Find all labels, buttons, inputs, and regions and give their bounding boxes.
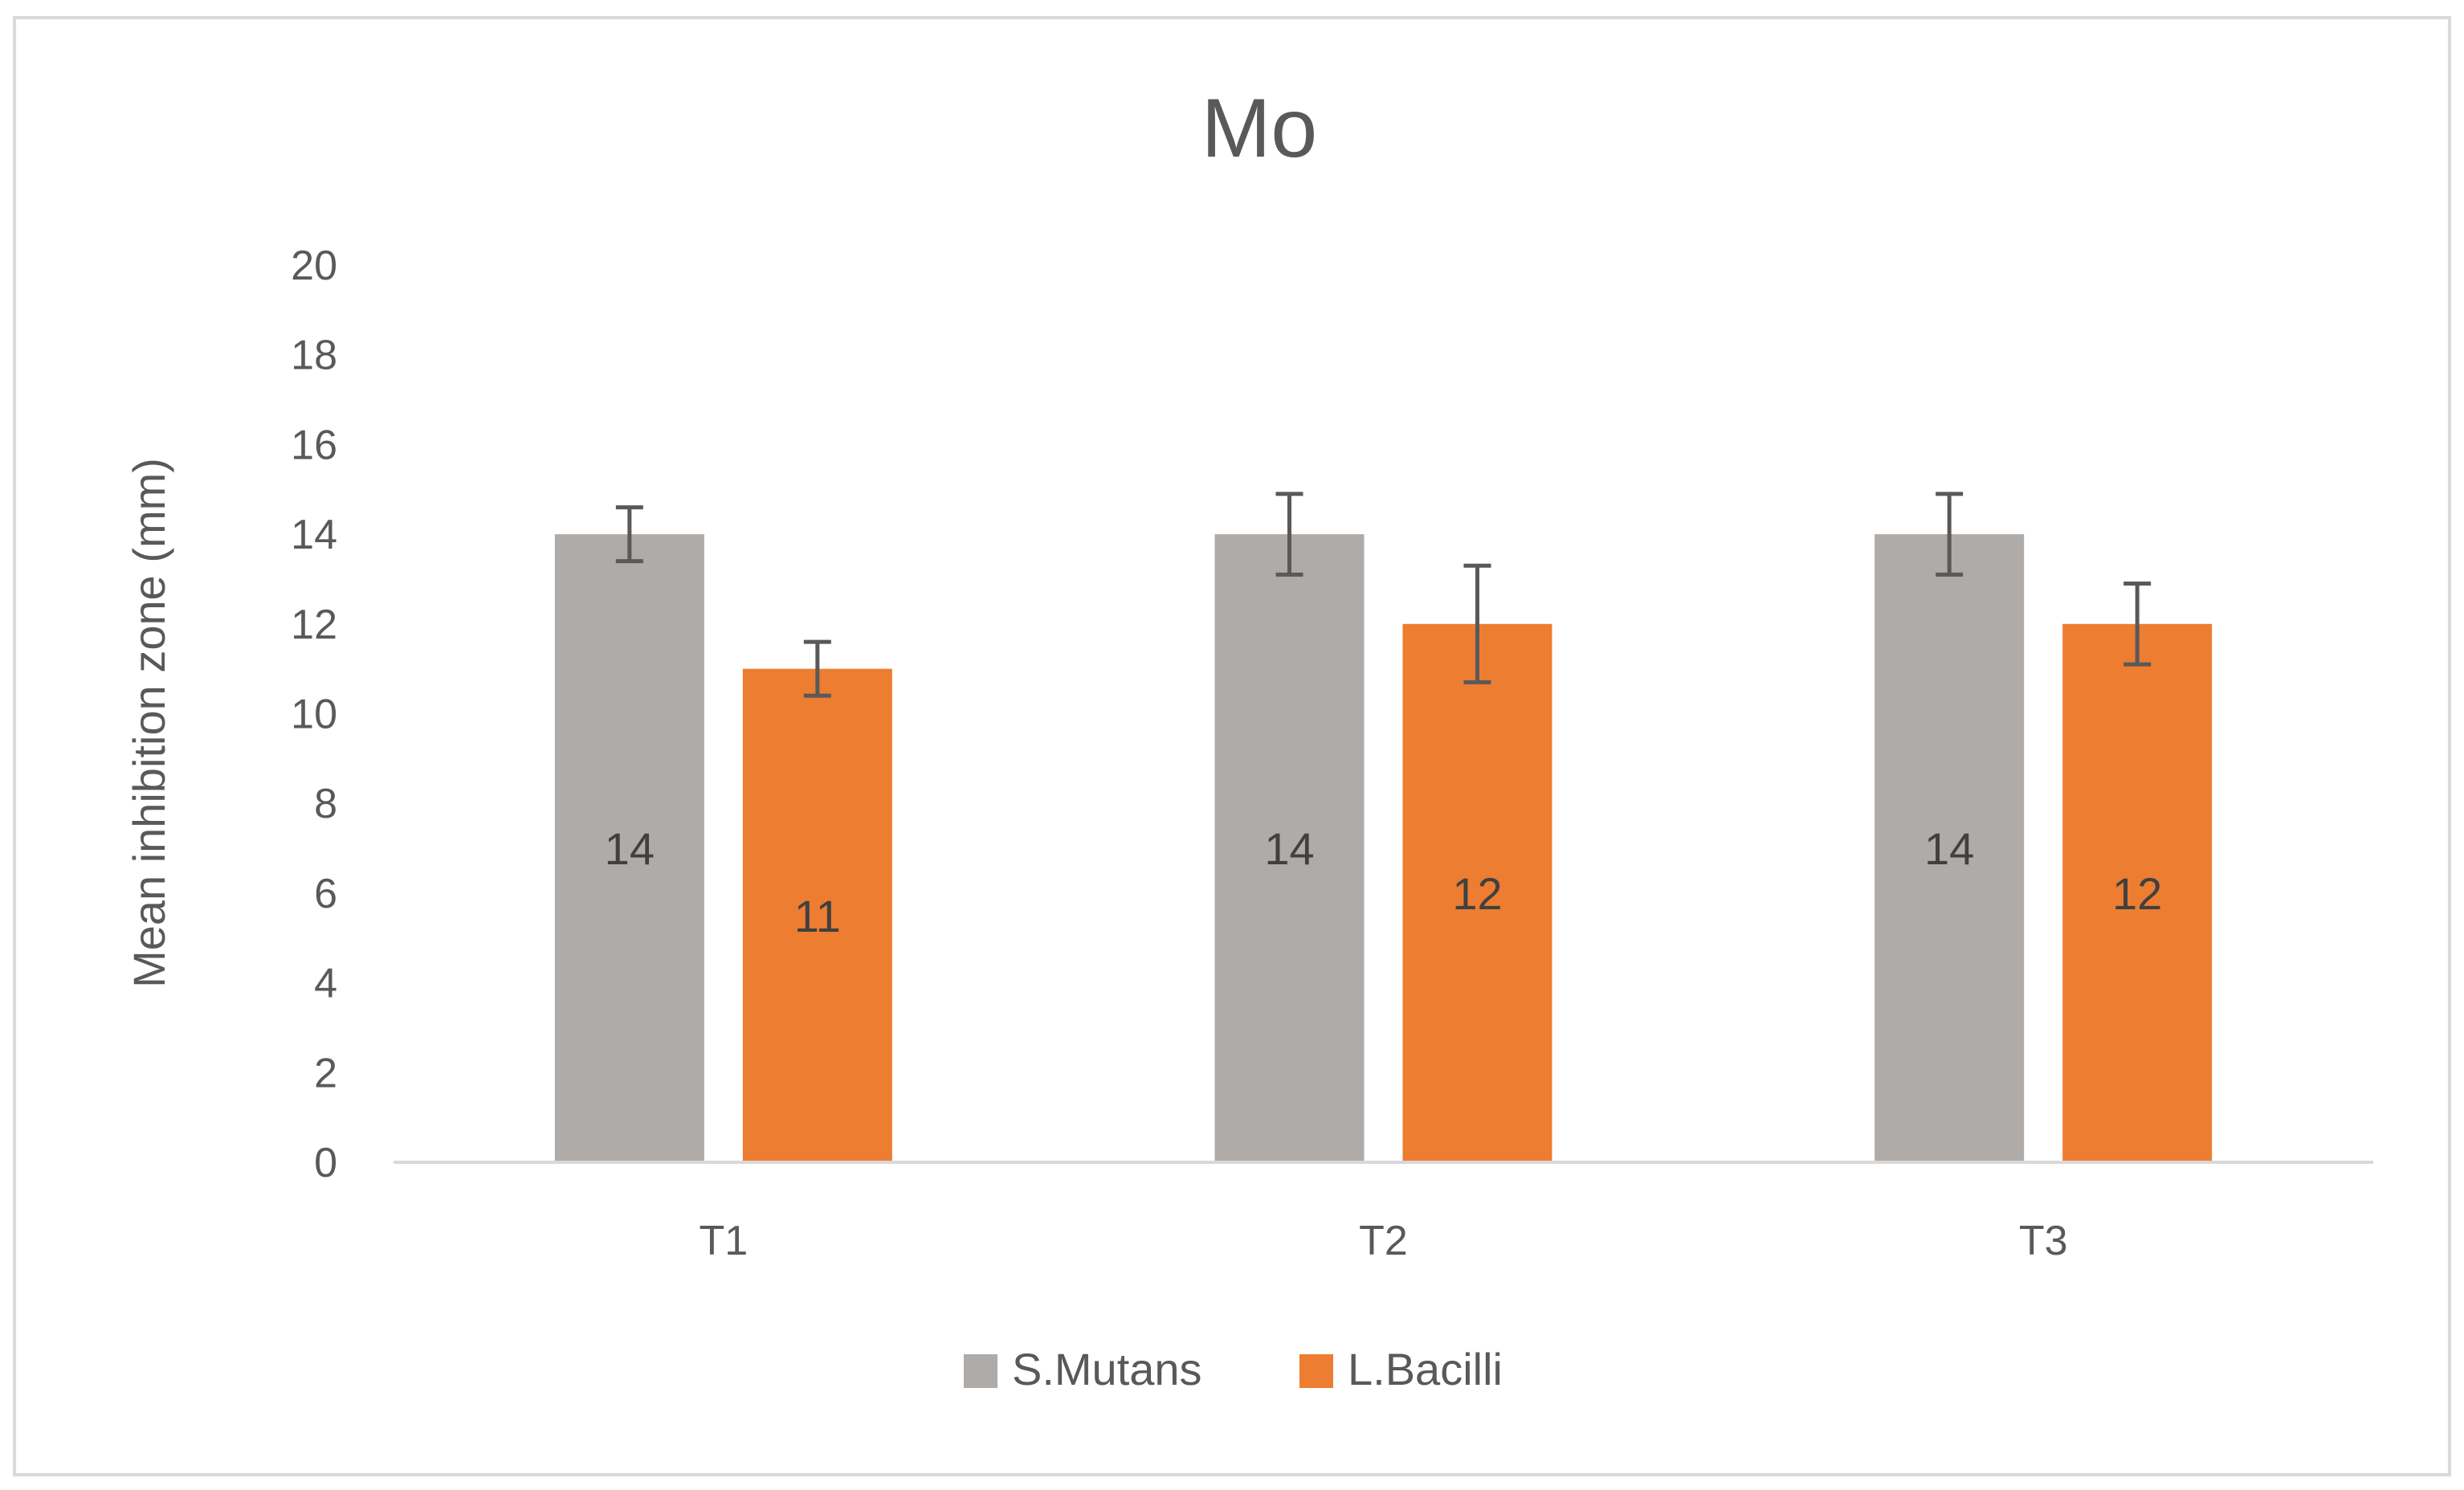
- bar-l-bacilli-t3: [2062, 623, 2213, 1162]
- error-bar: [2123, 582, 2152, 667]
- error-bar: [803, 639, 831, 698]
- x-tick-label: T3: [2019, 1218, 2068, 1264]
- y-tick-label: 18: [291, 333, 337, 379]
- legend-swatch: [964, 1354, 997, 1388]
- chart-title: Mo: [1201, 82, 1317, 175]
- y-tick-label: 8: [314, 781, 337, 827]
- bar-s-mutans-t3: [1875, 534, 2025, 1162]
- y-tick-label: 6: [314, 871, 337, 917]
- y-tick-label: 4: [314, 961, 337, 1007]
- bar-l-bacilli-t1: [742, 668, 892, 1162]
- bars: [554, 534, 2213, 1162]
- y-tick-label: 14: [291, 512, 337, 558]
- error-bar: [1463, 563, 1491, 684]
- legend-item: L.Bacilli: [1299, 1344, 1503, 1394]
- y-axis-title: Mean inhibition zone (mm): [124, 458, 174, 988]
- y-axis-ticks: 0 2 4 6 8 10 12 14 16 18 20: [291, 243, 337, 1186]
- y-tick-label: 2: [314, 1050, 337, 1096]
- data-labels: 14 11 14 12 14 12: [605, 823, 2163, 941]
- legend-item: S.Mutans: [964, 1344, 1202, 1394]
- bar-s-mutans-t2: [1214, 534, 1365, 1162]
- data-label: 14: [605, 823, 655, 874]
- data-label: 14: [1924, 823, 1974, 874]
- bar-l-bacilli-t2: [1402, 623, 1552, 1162]
- legend: S.Mutans L.Bacilli: [964, 1344, 1503, 1394]
- y-tick-label: 10: [291, 692, 337, 738]
- y-tick-label: 0: [314, 1140, 337, 1186]
- legend-label: S.Mutans: [1012, 1344, 1202, 1394]
- error-bars: [615, 492, 2152, 698]
- data-label: 12: [1452, 868, 1502, 919]
- y-tick-label: 12: [291, 602, 337, 648]
- legend-swatch: [1299, 1354, 1333, 1388]
- error-bar: [615, 505, 643, 564]
- y-tick-label: 20: [291, 243, 337, 289]
- legend-label: L.Bacilli: [1348, 1344, 1503, 1394]
- x-tick-label: T2: [1359, 1218, 1408, 1264]
- y-tick-label: 16: [291, 422, 337, 468]
- bar-s-mutans-t1: [554, 534, 704, 1162]
- x-axis-labels: T1 T2 T3: [699, 1218, 2067, 1264]
- data-label: 11: [794, 891, 841, 941]
- error-bar: [1275, 492, 1303, 577]
- data-label: 12: [2112, 868, 2162, 919]
- data-label: 14: [1264, 823, 1314, 874]
- error-bar: [1936, 492, 1964, 577]
- x-tick-label: T1: [699, 1218, 748, 1264]
